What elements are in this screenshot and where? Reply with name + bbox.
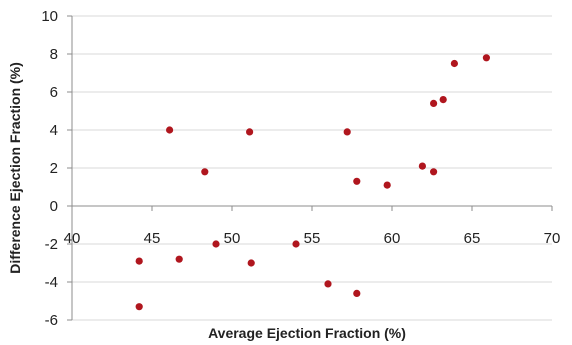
x-tick-label-65: 65	[464, 230, 481, 247]
y-tick-label--4: -4	[45, 274, 58, 291]
tick-label-layer: 40 45 50 55 60 65 70 10 8 6 4 2 0 -2 -4 -6	[41, 8, 560, 329]
x-tick-label-55: 55	[304, 230, 321, 247]
y-tick-label-0: 0	[50, 198, 58, 215]
data-point-0-11	[353, 177, 361, 185]
x-axis-title: Average Ejection Fraction (%)	[208, 325, 406, 341]
data-point-0-13	[383, 181, 391, 189]
data-point-0-5	[212, 240, 220, 248]
data-point-0-9	[324, 280, 332, 288]
y-tick-label-10: 10	[41, 8, 58, 25]
grid-layer	[72, 15, 552, 321]
x-tick-label-40: 40	[64, 230, 81, 247]
data-point-0-15	[430, 168, 438, 176]
data-point-0-7	[247, 259, 255, 267]
y-tick-label--6: -6	[45, 312, 58, 329]
x-tick-label-60: 60	[384, 230, 401, 247]
data-point-0-4	[201, 168, 209, 176]
data-point-0-0	[135, 257, 143, 265]
data-point-0-10	[343, 128, 351, 136]
y-axis-title: Difference Ejection Fraction (%)	[7, 62, 23, 274]
data-point-0-17	[439, 96, 447, 104]
data-point-0-18	[450, 59, 458, 68]
x-tick-label-70: 70	[544, 230, 561, 247]
data-point-0-6	[246, 128, 254, 136]
data-point-0-14	[418, 162, 426, 170]
data-point-layer	[135, 54, 490, 311]
y-tick-label-6: 6	[50, 84, 58, 101]
data-point-0-8	[292, 240, 300, 248]
data-point-0-1	[135, 303, 143, 311]
data-point-0-12	[353, 289, 361, 297]
y-tick-label-8: 8	[50, 46, 58, 63]
y-tick-label-4: 4	[50, 122, 58, 139]
data-point-0-19	[482, 54, 490, 62]
y-tick-label--2: -2	[45, 236, 58, 253]
x-tick-label-50: 50	[224, 230, 241, 247]
data-point-0-16	[430, 99, 438, 107]
axis-layer	[67, 15, 553, 321]
data-point-0-3	[175, 255, 183, 263]
y-tick-label-2: 2	[50, 160, 58, 177]
data-point-0-2	[166, 126, 174, 134]
x-tick-label-45: 45	[144, 230, 161, 247]
